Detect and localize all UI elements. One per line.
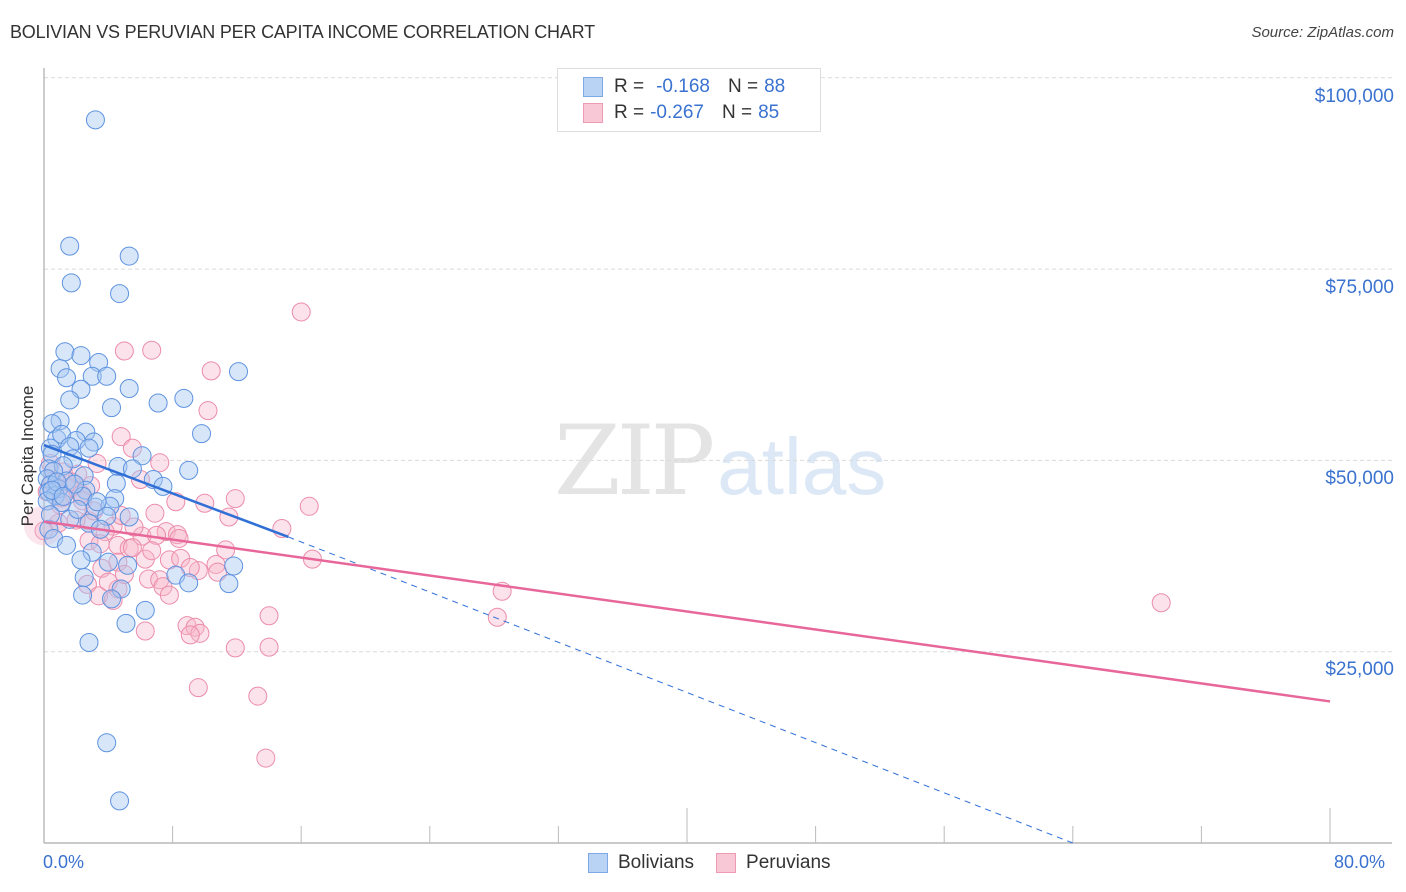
watermark-atlas: atlas xyxy=(717,422,887,511)
legend-label-peruvians: Peruvians xyxy=(746,852,831,873)
gridlines xyxy=(44,77,1392,653)
y-tick-75000: $75,000 xyxy=(1325,277,1394,298)
legend-row-peruvians: R = -0.267 N = 85 xyxy=(583,101,779,125)
r-label: R = xyxy=(614,102,645,123)
n-value: 85 xyxy=(758,102,780,123)
legend-row-bolivians: R = -0.168 N = 88 xyxy=(583,75,785,99)
trend-lines xyxy=(43,443,1331,844)
bolivians-swatch-icon xyxy=(583,77,603,97)
watermark-zip: ZIP xyxy=(554,405,715,517)
n-value: 88 xyxy=(764,76,786,97)
x-tick-min: 0.0% xyxy=(43,852,85,872)
x-tick-max: 80.0% xyxy=(1334,852,1386,872)
n-label: N = xyxy=(727,76,759,97)
series-legend: Bolivians Peruvians xyxy=(588,852,853,874)
legend-label-bolivians: Bolivians xyxy=(618,852,695,873)
peruvians-points xyxy=(24,302,1171,768)
r-value: -0.168 xyxy=(656,76,710,97)
n-label: N = xyxy=(721,102,753,123)
peruvians-swatch-icon xyxy=(583,103,603,123)
r-label: R = xyxy=(614,76,645,97)
legend-item-peruvians[interactable]: Peruvians xyxy=(716,852,831,874)
bolivians-swatch-icon xyxy=(588,853,608,873)
correlation-legend: R = -0.168 N = 88 R = -0.267 N = 85 xyxy=(557,68,821,132)
y-tick-50000: $50,000 xyxy=(1325,468,1394,489)
peruvians-swatch-icon xyxy=(716,853,737,873)
y-axis-label: Per Capita Income xyxy=(18,385,37,527)
legend-item-bolivians[interactable]: Bolivians xyxy=(588,852,694,874)
axes xyxy=(43,68,1392,844)
r-value: -0.267 xyxy=(650,102,704,123)
watermark: ZIPatlas xyxy=(554,405,886,517)
y-tick-100000: $100,000 xyxy=(1314,86,1394,107)
y-tick-25000: $25,000 xyxy=(1325,659,1394,680)
source-label: Source: ZipAtlas.com xyxy=(1251,24,1394,41)
chart-title: BOLIVIAN VS PERUVIAN PER CAPITA INCOME C… xyxy=(10,22,595,42)
bolivians-points xyxy=(37,110,249,811)
